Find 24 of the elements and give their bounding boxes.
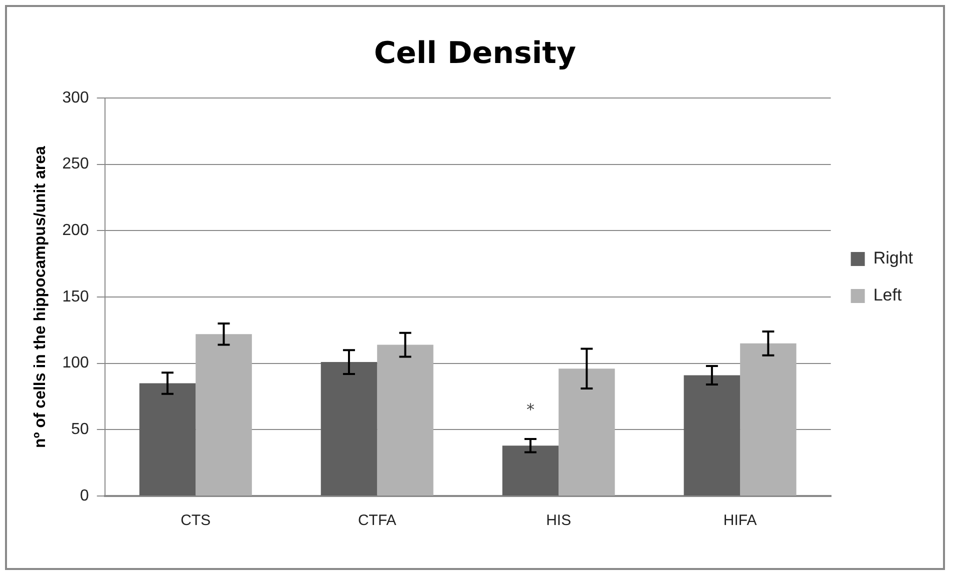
y-tick-label: 0 bbox=[80, 487, 89, 504]
bar bbox=[502, 446, 559, 496]
y-axis-title: nº of cells in the hippocampus/unit area bbox=[32, 146, 50, 448]
y-tick-label: 300 bbox=[62, 89, 89, 106]
x-tick-label: CTS bbox=[180, 512, 211, 530]
bar bbox=[139, 383, 196, 496]
y-tick-label: 200 bbox=[62, 222, 89, 240]
legend-label: Left bbox=[873, 286, 902, 305]
y-tick-label: 100 bbox=[62, 354, 89, 372]
x-tick-label: HIFA bbox=[723, 512, 757, 530]
y-tick-label: 150 bbox=[62, 288, 89, 306]
y-tick-label: 250 bbox=[62, 156, 89, 173]
bar bbox=[320, 362, 378, 496]
legend-label: Right bbox=[873, 248, 914, 268]
bar bbox=[196, 334, 252, 496]
annotation: * bbox=[526, 400, 534, 420]
bar bbox=[740, 343, 796, 496]
chart-title: Cell Density bbox=[374, 36, 576, 71]
x-tick-label: HIS bbox=[546, 512, 572, 530]
bar bbox=[558, 368, 615, 496]
y-tick-label: 50 bbox=[71, 421, 89, 438]
x-tick-label: CTFA bbox=[358, 512, 396, 530]
bar bbox=[684, 375, 740, 496]
bar bbox=[377, 344, 434, 496]
